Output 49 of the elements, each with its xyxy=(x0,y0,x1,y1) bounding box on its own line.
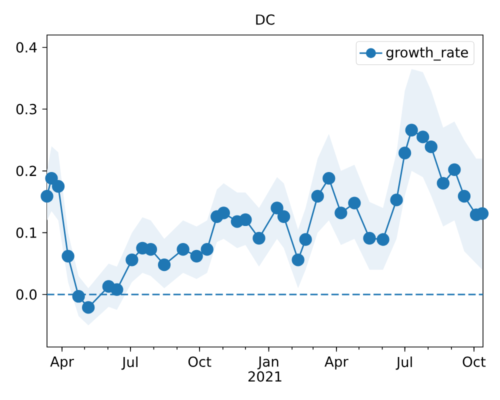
x-tick-label: Jul xyxy=(121,356,138,370)
point xyxy=(416,130,430,144)
x-tick-label: Oct xyxy=(462,356,486,367)
point xyxy=(424,140,438,154)
point xyxy=(72,290,85,303)
point xyxy=(252,232,266,245)
point xyxy=(436,176,450,190)
point xyxy=(110,283,124,296)
point xyxy=(217,206,230,220)
point xyxy=(448,163,461,176)
point xyxy=(176,243,190,256)
x-tick-label: Jan xyxy=(257,356,278,370)
x-tick-label: Oct xyxy=(188,356,212,367)
point xyxy=(363,232,376,245)
point xyxy=(270,202,284,214)
point xyxy=(190,250,203,263)
point xyxy=(458,190,471,203)
chart-title: DC xyxy=(256,14,274,25)
y-tick-label: 0.0 xyxy=(16,289,37,300)
point xyxy=(200,243,214,256)
x-axis-title: 2021 xyxy=(248,371,282,382)
point xyxy=(82,301,95,314)
x-tick-label: Apr xyxy=(324,356,348,370)
point xyxy=(405,124,418,136)
x-tick-label: Jul xyxy=(396,356,412,370)
point xyxy=(126,254,138,266)
point xyxy=(390,194,403,206)
point xyxy=(239,213,252,226)
point xyxy=(348,196,361,210)
point xyxy=(158,258,171,272)
point xyxy=(52,180,65,193)
point xyxy=(62,250,74,263)
point xyxy=(144,243,158,256)
point xyxy=(334,206,348,220)
point xyxy=(322,172,336,185)
point xyxy=(292,254,304,266)
point xyxy=(40,190,54,203)
y-tick-label: 0.3 xyxy=(16,104,36,114)
point xyxy=(398,146,412,160)
y-tick-label: 0.1 xyxy=(16,227,36,238)
x-tick-label: Apr xyxy=(50,356,74,370)
point xyxy=(277,210,290,223)
legend-label: growth_rate xyxy=(386,46,468,61)
point xyxy=(45,172,58,185)
y-tick-label: 0.2 xyxy=(16,166,36,176)
point xyxy=(311,190,324,203)
point xyxy=(299,233,312,246)
y-tick-label: 0.4 xyxy=(16,42,37,53)
point xyxy=(376,233,390,246)
